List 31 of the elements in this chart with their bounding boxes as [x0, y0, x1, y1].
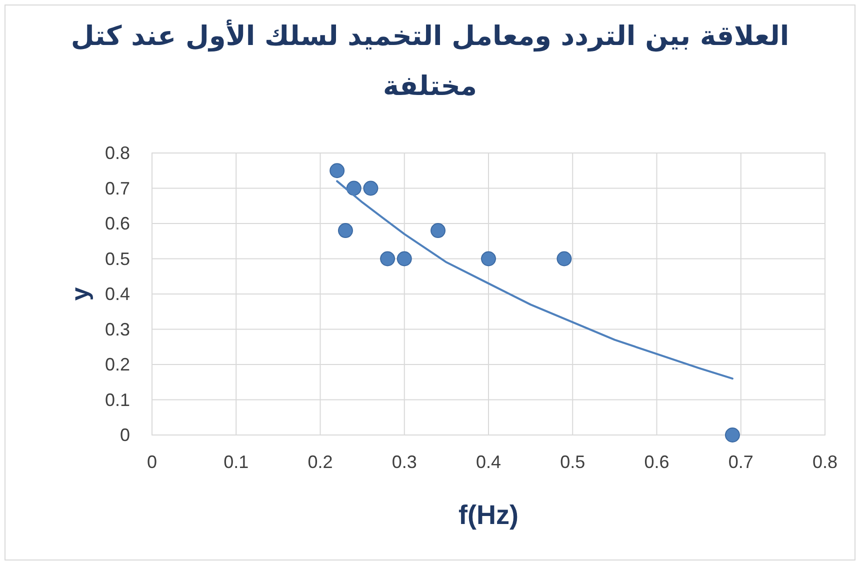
- y-tick-label: 0.6: [104, 214, 130, 234]
- point: [330, 163, 345, 178]
- point: [481, 251, 496, 266]
- point: [556, 251, 572, 266]
- x-tick-label: 0.3: [392, 452, 417, 472]
- x-tick-label: 0.6: [644, 452, 670, 472]
- x-tick-label: 0.8: [812, 452, 838, 472]
- x-tick-label: 0.4: [476, 452, 502, 472]
- y-tick-label: 0.1: [104, 390, 130, 410]
- point: [338, 223, 353, 238]
- line-series: [336, 180, 734, 380]
- y-tick-label: 0.8: [104, 143, 130, 163]
- point: [363, 180, 378, 196]
- point: [724, 428, 740, 442]
- chart-title: العلاقة بين التردد ومعامل التخميد لسلك الأول عند كتل مختلفة: [70, 18, 790, 104]
- y-tick-label: 0.5: [104, 248, 130, 269]
- x-tick-label: 0.1: [224, 452, 249, 472]
- y-axis-title: y: [67, 286, 94, 301]
- x-tick-label: 0.5: [560, 452, 586, 472]
- y-tick-label: 0.7: [104, 178, 130, 198]
- point: [380, 251, 396, 266]
- point: [396, 251, 412, 266]
- x-tick-label: 0.2: [308, 452, 333, 472]
- x-tick-label: 0.7: [728, 452, 754, 472]
- x-axis-title: f(Hz): [458, 500, 518, 530]
- y-tick-label: 0: [120, 425, 130, 445]
- x-tick-label: 0: [146, 452, 158, 472]
- y-tick-label: 0.2: [104, 354, 130, 374]
- y-tick-label: 0.4: [104, 284, 130, 304]
- y-tick-label: 0.3: [104, 319, 130, 340]
- point: [430, 223, 446, 238]
